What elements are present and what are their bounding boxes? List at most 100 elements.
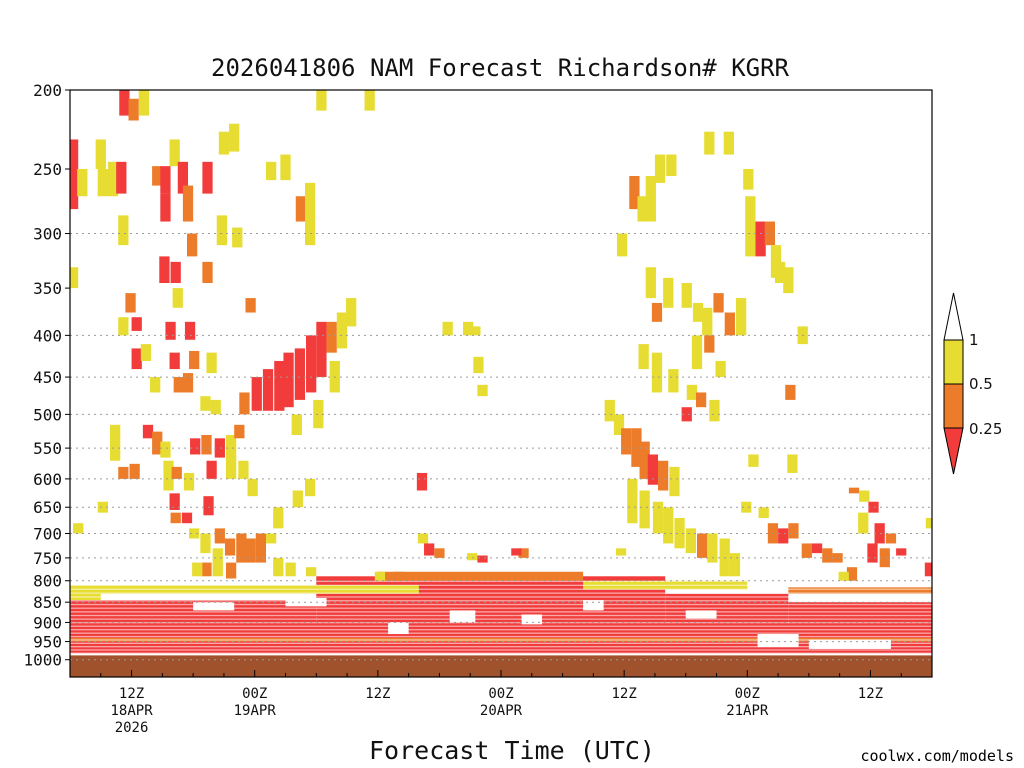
richardson-cell — [97, 168, 108, 197]
richardson-cell — [245, 298, 256, 313]
richardson-cell — [306, 335, 317, 393]
richardson-cell — [266, 161, 277, 181]
richardson-cell — [638, 344, 649, 370]
richardson-cell — [879, 548, 890, 568]
x-tick-label: 20APR — [480, 703, 523, 719]
richardson-cell — [647, 454, 659, 485]
richardson-cell — [719, 538, 730, 577]
richardson-cell — [658, 460, 669, 491]
richardson-cell — [364, 90, 375, 111]
richardson-cell — [163, 460, 174, 491]
richardson-cell — [867, 543, 878, 563]
richardson-cell — [832, 553, 843, 563]
richardson-cell — [316, 90, 327, 111]
richardson-cell — [200, 396, 211, 411]
richardson-cell — [691, 335, 703, 370]
richardson-cell — [202, 261, 213, 284]
legend-swatch-yellow — [943, 339, 964, 385]
richardson-cell — [247, 478, 258, 497]
band-texture-line — [70, 629, 932, 631]
richardson-cell — [393, 571, 404, 581]
richardson-cell — [652, 501, 664, 534]
richardson-cell — [518, 548, 529, 558]
richardson-cell — [234, 424, 245, 439]
x-tick-label: 21APR — [726, 703, 769, 719]
richardson-cell — [470, 326, 481, 336]
richardson-cell — [73, 523, 84, 534]
band-texture-line — [70, 632, 932, 634]
richardson-cell — [755, 221, 766, 257]
richardson-cell — [729, 553, 741, 577]
richardson-cell — [692, 302, 704, 322]
credit-text[interactable]: coolwx.com/models — [860, 747, 1014, 765]
richardson-cell — [172, 288, 183, 308]
richardson-cell — [417, 533, 429, 544]
band-texture-line — [70, 646, 932, 648]
legend-label: 1 — [969, 331, 979, 349]
y-tick-label: 900 — [33, 613, 62, 632]
richardson-cell — [848, 487, 860, 494]
richardson-cell — [604, 399, 615, 422]
richardson-cell — [77, 168, 88, 197]
richardson-cell — [170, 512, 181, 524]
richardson-cell — [138, 90, 150, 116]
richardson-cell — [210, 399, 221, 415]
richardson-cell — [326, 321, 337, 353]
richardson-cell — [811, 543, 823, 554]
richardson-cell — [787, 454, 798, 473]
legend-swatch-above-1 — [943, 292, 964, 341]
richardson-cell — [695, 392, 707, 408]
richardson-cell — [704, 131, 715, 155]
richardson-cell — [189, 528, 200, 539]
richardson-cell — [723, 131, 734, 155]
richardson-cell — [169, 493, 180, 510]
richardson-cell — [273, 557, 284, 577]
richardson-cell — [190, 438, 201, 455]
richardson-cell — [152, 431, 163, 455]
richardson-cell — [785, 384, 796, 400]
y-tick-label: 750 — [33, 549, 62, 568]
richardson-cell — [201, 562, 212, 577]
richardson-cell — [859, 490, 870, 502]
richardson-cell — [152, 166, 163, 186]
richardson-gap — [757, 634, 799, 648]
richardson-cell — [477, 384, 488, 397]
richardson-cell — [294, 348, 305, 400]
richardson-cell — [170, 261, 181, 284]
richardson-cell — [274, 360, 285, 411]
richardson-cell — [668, 369, 679, 393]
richardson-cell — [119, 90, 130, 116]
richardson-cell — [925, 517, 932, 529]
richardson-cell — [183, 472, 195, 491]
y-tick-label: 350 — [33, 279, 62, 298]
y-tick-label: 200 — [33, 81, 62, 100]
richardson-cell — [142, 424, 154, 439]
band-texture-line — [70, 639, 932, 641]
richardson-cell — [306, 567, 317, 577]
legend-swatch-orange — [943, 383, 964, 429]
richardson-gap — [583, 600, 604, 611]
richardson-cell — [442, 321, 453, 336]
x-tick-label: 19APR — [234, 703, 277, 719]
richardson-cell — [165, 321, 176, 340]
richardson-cell — [424, 543, 435, 556]
x-tick-label: 00Z — [735, 686, 760, 702]
richardson-cell — [613, 414, 625, 435]
richardson-cell — [295, 196, 307, 222]
richardson-cell — [118, 466, 129, 479]
richardson-cell — [896, 548, 907, 556]
richardson-cell — [336, 312, 348, 349]
y-tick-label: 550 — [33, 439, 62, 458]
richardson-cell — [218, 131, 230, 155]
richardson-cell — [735, 298, 747, 336]
richardson-cell — [160, 193, 171, 222]
y-tick-label: 450 — [33, 368, 62, 387]
richardson-cell — [150, 377, 161, 393]
richardson-cell — [654, 154, 666, 183]
y-tick-label: 500 — [33, 405, 62, 424]
band-texture-line — [70, 642, 932, 644]
richardson-cell — [291, 414, 302, 435]
richardson-cell — [715, 360, 726, 378]
richardson-cell — [131, 317, 142, 331]
richardson-cell — [186, 233, 198, 257]
